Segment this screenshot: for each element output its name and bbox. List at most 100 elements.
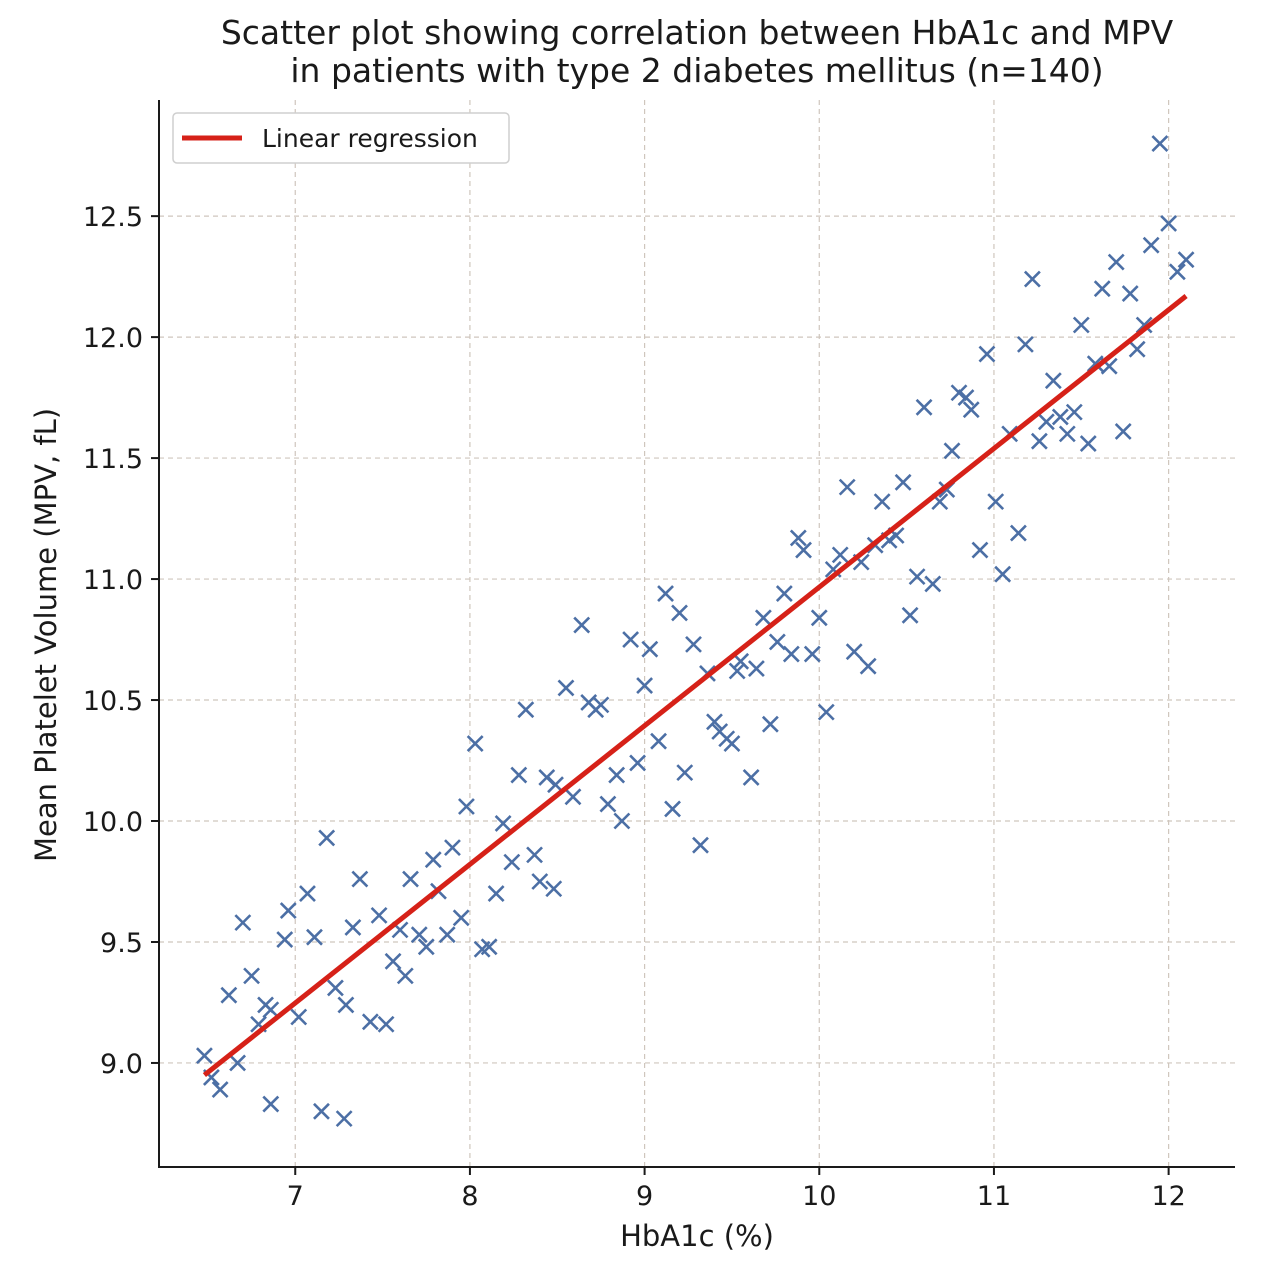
y-tick-label: 10.0	[83, 807, 143, 838]
data-point	[901, 606, 919, 624]
y-tick-label: 10.5	[83, 686, 143, 717]
data-point	[351, 870, 369, 888]
x-tick-label: 7	[287, 1181, 304, 1212]
data-point	[438, 926, 456, 944]
data-point	[831, 546, 849, 564]
data-point	[1030, 432, 1048, 450]
data-point	[276, 931, 294, 948]
data-point	[810, 609, 828, 627]
data-point	[1142, 236, 1160, 254]
data-point	[608, 766, 626, 784]
data-point	[761, 715, 779, 733]
data-point	[908, 568, 926, 586]
data-point	[1044, 372, 1062, 390]
regression-line	[202, 294, 1188, 1078]
data-point	[957, 389, 975, 407]
data-point	[873, 493, 891, 511]
data-point	[1058, 425, 1076, 443]
data-point	[211, 1081, 229, 1098]
data-point	[664, 800, 681, 818]
data-point	[747, 660, 765, 678]
data-point	[377, 1015, 395, 1033]
data-point	[671, 604, 688, 622]
data-point	[692, 836, 709, 854]
data-point	[1086, 355, 1104, 373]
data-point	[1128, 340, 1146, 358]
data-point	[494, 815, 512, 832]
data-point	[220, 986, 238, 1004]
data-points	[195, 135, 1195, 1128]
data-point	[742, 769, 760, 786]
data-point	[335, 1110, 353, 1128]
data-point	[685, 635, 702, 653]
data-point	[243, 967, 260, 985]
data-point	[318, 829, 336, 847]
legend-label: Linear regression	[262, 124, 478, 153]
x-tick-label: 8	[461, 1181, 478, 1212]
data-point	[1121, 285, 1139, 302]
data-point	[1135, 316, 1153, 334]
data-point	[384, 952, 402, 970]
data-point	[424, 851, 442, 869]
data-point	[613, 812, 631, 830]
data-point	[987, 493, 1005, 511]
y-tick-label: 11.0	[83, 565, 143, 596]
data-point	[1016, 335, 1034, 353]
data-point	[592, 696, 610, 714]
x-tick-label: 10	[802, 1181, 836, 1212]
legend: Linear regression	[172, 112, 510, 164]
data-point	[229, 1054, 247, 1072]
chart-title-line-2: in patients with type 2 diabetes mellitu…	[290, 51, 1103, 90]
grid	[159, 100, 1235, 1167]
data-point	[894, 473, 912, 491]
x-tick-label: 12	[1151, 1181, 1185, 1212]
data-point	[775, 585, 793, 602]
data-point	[487, 885, 505, 903]
data-point	[629, 754, 647, 772]
data-point	[480, 938, 498, 956]
data-point	[526, 846, 543, 864]
data-point	[924, 575, 942, 593]
data-point	[943, 442, 961, 460]
data-point	[402, 870, 419, 888]
data-point	[817, 703, 835, 721]
data-point	[838, 478, 856, 496]
data-point	[795, 541, 812, 559]
x-tick-label: 9	[636, 1181, 653, 1212]
data-point	[789, 529, 807, 547]
x-ticks: 7 8 9 10 11 12	[287, 1167, 1186, 1212]
data-point	[458, 798, 475, 815]
data-point	[845, 643, 863, 661]
data-point	[517, 701, 535, 719]
data-point	[782, 645, 800, 663]
data-point	[557, 679, 575, 697]
y-axis-label: Mean Platelet Volume (MPV, fL)	[29, 408, 63, 862]
data-point	[994, 565, 1012, 583]
data-point	[444, 839, 461, 857]
data-point	[1093, 280, 1111, 298]
data-point	[859, 657, 877, 675]
data-point	[768, 633, 786, 651]
data-point	[545, 880, 563, 898]
data-point	[503, 853, 521, 871]
data-point	[327, 979, 344, 997]
data-point	[564, 788, 582, 806]
data-point	[962, 401, 980, 419]
data-point	[803, 645, 821, 663]
legend-box	[172, 112, 510, 164]
data-point	[599, 795, 617, 813]
data-point	[1037, 413, 1055, 431]
data-point	[1009, 524, 1027, 542]
data-point	[915, 398, 933, 416]
regression-layer	[202, 294, 1188, 1078]
data-point	[1107, 253, 1125, 271]
y-tick-label: 9.0	[100, 1049, 143, 1080]
data-point	[279, 902, 297, 919]
data-point	[622, 631, 640, 648]
data-point	[1065, 403, 1083, 421]
data-point	[723, 735, 741, 753]
data-point	[1177, 251, 1195, 269]
data-point	[262, 1001, 280, 1019]
